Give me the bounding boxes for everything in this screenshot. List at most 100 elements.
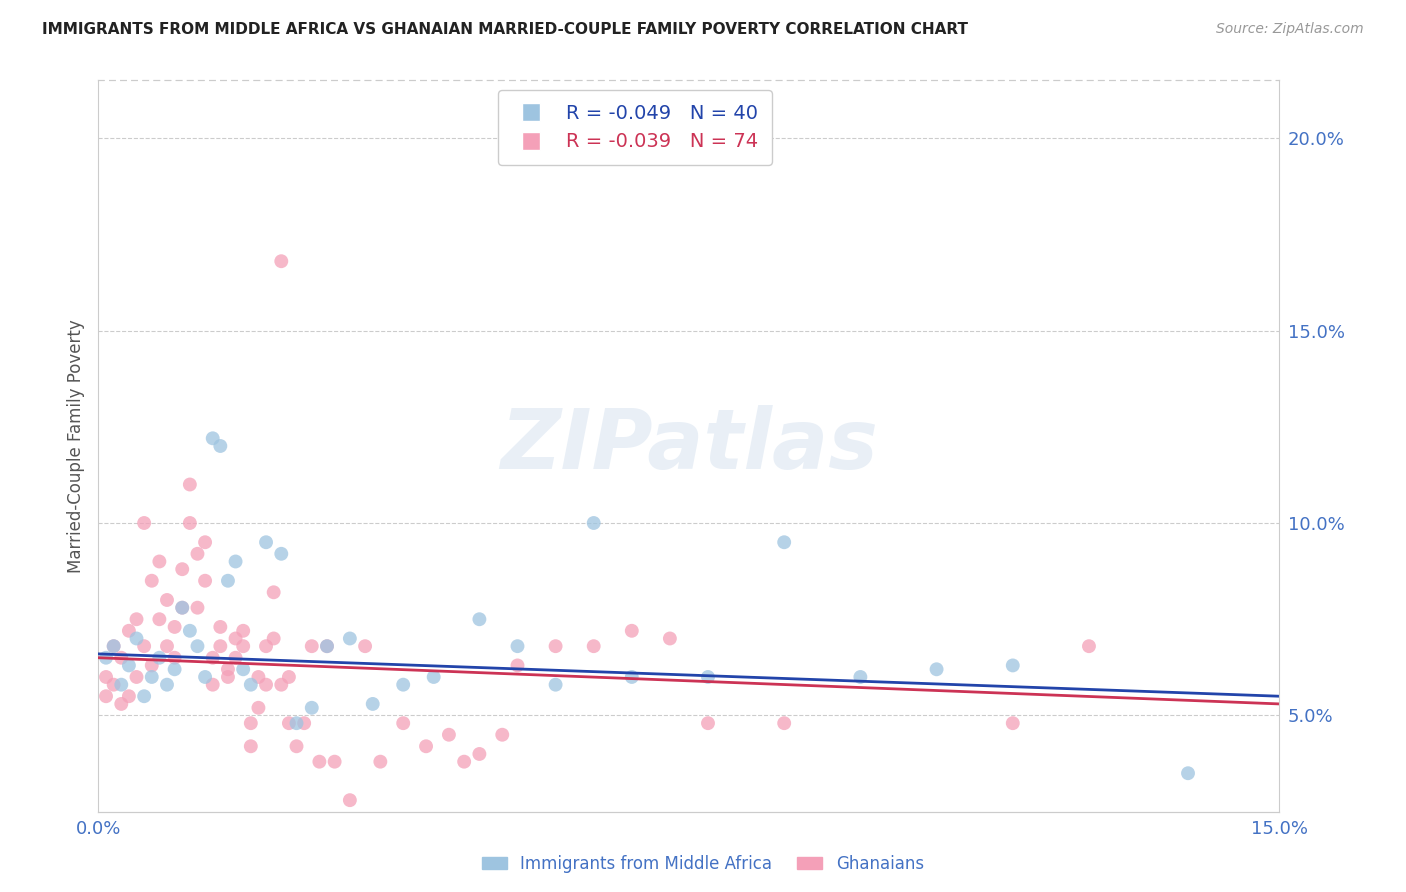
Point: [110, 650, 132, 665]
Point: [316, 639, 339, 653]
Point: [110, 697, 132, 711]
Point: [225, 554, 247, 568]
Point: [308, 755, 330, 769]
Point: [468, 747, 491, 761]
Point: [209, 620, 232, 634]
Point: [270, 254, 292, 268]
Point: [141, 670, 163, 684]
Point: [370, 755, 392, 769]
Point: [544, 678, 567, 692]
Point: [179, 516, 201, 530]
Point: [186, 639, 208, 653]
Point: [247, 700, 270, 714]
Point: [179, 624, 201, 638]
Point: [148, 650, 170, 665]
Point: [232, 624, 254, 638]
Point: [339, 793, 361, 807]
Point: [1078, 639, 1101, 653]
Point: [437, 728, 460, 742]
Point: [468, 612, 491, 626]
Point: [491, 728, 513, 742]
Point: [1177, 766, 1199, 780]
Point: [110, 678, 132, 692]
Point: [323, 755, 346, 769]
Point: [239, 739, 262, 754]
Point: [301, 700, 323, 714]
Point: [148, 612, 170, 626]
Point: [94, 650, 117, 665]
Point: [849, 670, 872, 684]
Point: [316, 639, 339, 653]
Point: [263, 632, 285, 646]
Point: [225, 650, 247, 665]
Text: ZIPatlas: ZIPatlas: [501, 406, 877, 486]
Point: [422, 670, 444, 684]
Point: [239, 678, 262, 692]
Point: [103, 678, 125, 692]
Point: [415, 739, 437, 754]
Point: [125, 632, 148, 646]
Point: [134, 516, 156, 530]
Point: [506, 658, 529, 673]
Point: [697, 670, 720, 684]
Point: [361, 697, 384, 711]
Point: [277, 716, 299, 731]
Point: [582, 639, 605, 653]
Point: [225, 632, 247, 646]
Point: [103, 639, 125, 653]
Point: [156, 639, 179, 653]
Point: [209, 439, 232, 453]
Point: [285, 716, 308, 731]
Point: [270, 547, 292, 561]
Point: [453, 755, 475, 769]
Point: [1001, 716, 1024, 731]
Point: [201, 650, 224, 665]
Point: [125, 670, 148, 684]
Point: [186, 600, 208, 615]
Point: [270, 678, 292, 692]
Point: [194, 670, 217, 684]
Point: [172, 562, 194, 576]
Point: [134, 690, 156, 704]
Legend: R = -0.049   N = 40, R = -0.039   N = 74: R = -0.049 N = 40, R = -0.039 N = 74: [498, 90, 772, 165]
Point: [148, 554, 170, 568]
Point: [301, 639, 323, 653]
Point: [125, 612, 148, 626]
Point: [118, 690, 141, 704]
Point: [232, 639, 254, 653]
Point: [263, 585, 285, 599]
Point: [209, 639, 232, 653]
Point: [925, 662, 948, 676]
Point: [217, 662, 239, 676]
Point: [1001, 658, 1024, 673]
Point: [392, 716, 415, 731]
Point: [354, 639, 377, 653]
Legend: Immigrants from Middle Africa, Ghanaians: Immigrants from Middle Africa, Ghanaians: [475, 848, 931, 880]
Point: [254, 678, 277, 692]
Point: [697, 716, 720, 731]
Point: [773, 716, 796, 731]
Point: [172, 600, 194, 615]
Point: [163, 650, 186, 665]
Text: IMMIGRANTS FROM MIDDLE AFRICA VS GHANAIAN MARRIED-COUPLE FAMILY POVERTY CORRELAT: IMMIGRANTS FROM MIDDLE AFRICA VS GHANAIA…: [42, 22, 969, 37]
Point: [134, 639, 156, 653]
Text: Source: ZipAtlas.com: Source: ZipAtlas.com: [1216, 22, 1364, 37]
Point: [201, 678, 224, 692]
Point: [254, 639, 277, 653]
Point: [773, 535, 796, 549]
Point: [217, 670, 239, 684]
Point: [141, 658, 163, 673]
Point: [94, 690, 117, 704]
Point: [239, 716, 262, 731]
Y-axis label: Married-Couple Family Poverty: Married-Couple Family Poverty: [66, 319, 84, 573]
Point: [186, 547, 208, 561]
Point: [254, 535, 277, 549]
Point: [285, 739, 308, 754]
Point: [620, 670, 643, 684]
Point: [118, 624, 141, 638]
Point: [94, 670, 117, 684]
Point: [172, 600, 194, 615]
Point: [277, 670, 299, 684]
Point: [194, 535, 217, 549]
Point: [156, 678, 179, 692]
